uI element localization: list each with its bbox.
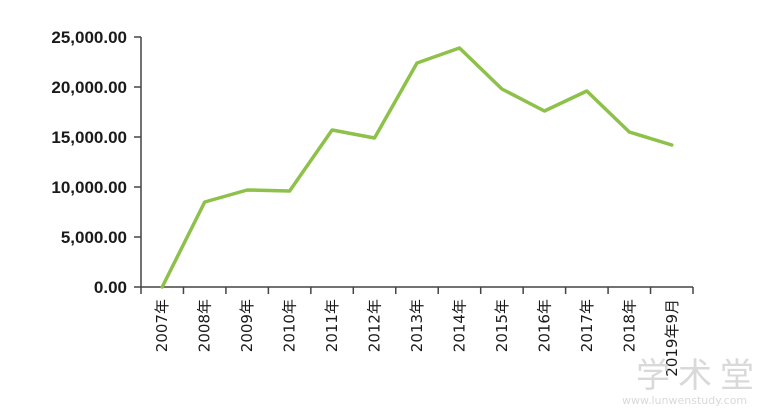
- x-tick-label: 2016年: [535, 299, 553, 352]
- watermark: 学术堂 www.lunwenstudy.com: [622, 356, 762, 407]
- x-tick-label: 2011年: [323, 299, 341, 352]
- x-tick-label: 2009年: [238, 299, 256, 352]
- x-tick-label: 2017年: [578, 299, 596, 352]
- y-tick-label: 0.00: [94, 278, 127, 297]
- y-tick-label: 15,000.00: [51, 128, 127, 147]
- x-tick-label: 2013年: [408, 299, 426, 352]
- x-tick-label: 2014年: [450, 299, 468, 352]
- x-tick-label: 2008年: [196, 299, 214, 352]
- watermark-url: www.lunwenstudy.com: [622, 394, 747, 407]
- x-tick-label: 2007年: [153, 299, 171, 352]
- y-tick-label: 20,000.00: [51, 78, 127, 97]
- y-tick-label: 5,000.00: [61, 228, 127, 247]
- x-tick-label: 2019年9月: [663, 299, 681, 377]
- x-tick-label: 2012年: [366, 299, 384, 352]
- x-tick-label: 2015年: [493, 299, 511, 352]
- series-layer: [160, 46, 674, 289]
- y-tick-label: 10,000.00: [51, 178, 127, 197]
- x-tick-label: 2018年: [620, 299, 638, 352]
- x-tick-label: 2010年: [281, 299, 299, 352]
- watermark-logo-text: 学术堂: [636, 356, 762, 396]
- x-axis: 2007年 2008年 2009年 2010年 2011年 2012年 2013年 2014年…: [140, 286, 694, 377]
- y-axis: 0.00 5,000.00 10,000.00 15,000.00 20,000.00 2…: [51, 28, 142, 297]
- y-tick-label: 25,000.00: [51, 28, 127, 47]
- series-line: [160, 46, 674, 289]
